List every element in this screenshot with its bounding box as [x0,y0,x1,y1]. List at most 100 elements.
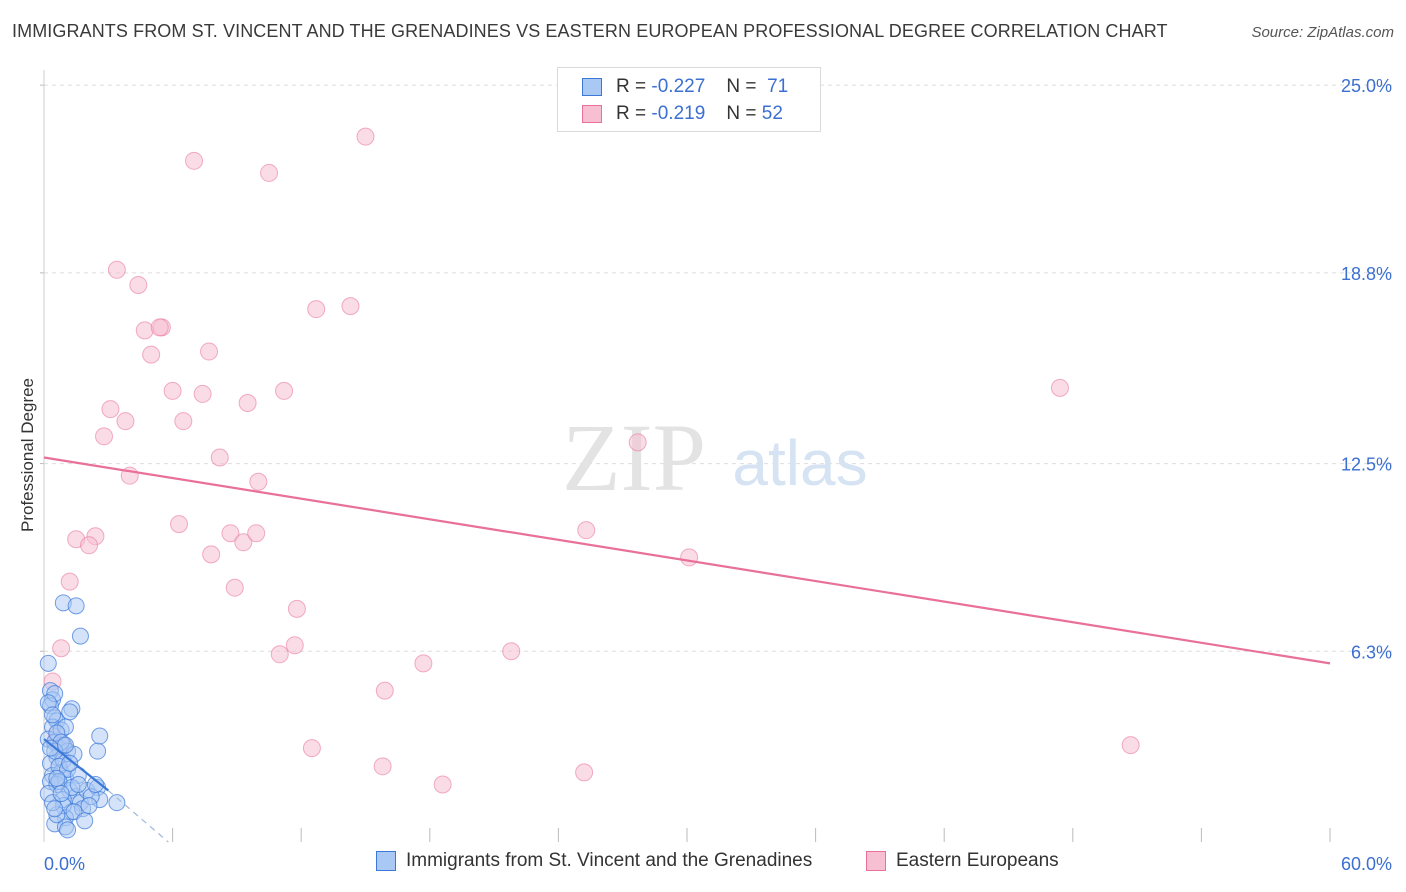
svg-immigrants-point [86,775,104,793]
legend-blue-label: Immigrants from St. Vincent and the Gren… [406,850,813,871]
y-tick-labels: 6.3% 12.5% 18.8% 25.0% [1341,76,1392,662]
watermark-zip: ZIP [562,404,706,511]
svg-immigrants-point [52,785,70,803]
eastern-europeans-point [502,642,521,661]
legend-blue-swatch [376,851,396,871]
pink-r-value: -0.219 [651,103,706,124]
eastern-europeans-point [433,775,452,794]
eastern-europeans-point [307,300,326,319]
eastern-europeans-point [287,599,306,618]
blue-r-value: -0.227 [651,76,706,97]
eastern-europeans-point [302,739,321,758]
svg-immigrants-point [71,627,89,645]
blue-r-label: R = [616,76,647,97]
stats-row-pink: R = -0.219 N = 52 [582,102,783,126]
svg-immigrants-point [56,736,74,754]
x-tick-label: 60.0% [1341,854,1392,874]
eastern-europeans-point [285,636,304,655]
svg-immigrants-point [91,727,109,745]
eastern-europeans-point [52,639,71,658]
stats-box: R = -0.227 N = 71 R = -0.219 N = 52 [557,67,821,132]
y-tick-label: 12.5% [1341,455,1392,475]
eastern-europeans-point [95,427,114,446]
eastern-europeans-point [249,472,268,491]
y-tick-label: 18.8% [1341,264,1392,284]
eastern-europeans-point [129,275,148,294]
eastern-europeans-point [107,260,126,279]
trend-lines [43,456,1331,843]
svg-immigrants-point [39,654,57,672]
eastern-europeans-point [150,318,169,337]
svg-immigrants-point [46,800,64,818]
svg-immigrants-point [76,812,94,830]
legend-item-pink[interactable]: Eastern Europeans [866,850,1059,872]
y-tick-label: 6.3% [1351,642,1392,662]
svg-immigrants-point [89,742,107,760]
pink-n-value: 52 [761,103,783,124]
watermark: ZIP atlas [562,404,868,511]
eastern-europeans-point [101,400,120,419]
eastern-europeans-point [225,578,244,597]
eastern-europeans-point [356,127,375,146]
svg-immigrants-trendline [43,738,109,792]
source-credit: Source: ZipAtlas.com [1251,24,1394,41]
blue-n-label: N = [726,76,757,97]
eastern-europeans-point [142,345,161,364]
eastern-europeans-trendline [43,456,1331,665]
x-tick-label: 0.0% [44,854,85,874]
svg-immigrants-point [69,775,87,793]
blue-n-value: 71 [767,76,789,97]
eastern-europeans-point [174,412,193,431]
eastern-europeans-point [680,548,699,567]
eastern-europeans-point [202,545,221,564]
eastern-europeans-point [163,381,182,400]
svg-immigrants-point [61,703,79,721]
eastern-europeans-point [628,433,647,452]
pink-swatch [582,105,602,123]
grid-lines [44,84,1392,652]
eastern-europeans-point [275,381,294,400]
eastern-europeans-point [341,297,360,316]
svg-immigrants-point [59,821,77,839]
eastern-europeans-point [193,384,212,403]
eastern-europeans-point [185,151,204,170]
svg-immigrants-point [80,797,98,815]
legend-pink-label: Eastern Europeans [896,850,1059,871]
eastern-europeans-point [414,654,433,673]
eastern-europeans-point [247,524,266,543]
legend: Immigrants from St. Vincent and the Gren… [0,850,1406,878]
eastern-europeans-point [238,394,257,413]
legend-pink-swatch [866,851,886,871]
svg-immigrants-point [61,754,79,772]
svg-immigrants-point [67,597,85,615]
eastern-europeans-point [270,645,289,664]
svg-immigrants-point [44,706,62,724]
eastern-europeans-point [135,321,154,340]
svg-immigrants-point [48,769,66,787]
y-axis-label: Professional Degree [18,377,37,533]
eastern-europeans-point [210,448,229,467]
legend-item-blue[interactable]: Immigrants from St. Vincent and the Gren… [376,850,812,872]
eastern-europeans-point [234,533,253,552]
pink-n-label: N = [726,103,757,124]
eastern-europeans-point [200,342,219,361]
eastern-europeans-point [170,515,189,534]
pink-r-label: R = [616,103,647,124]
svg-immigrants-trend-extension [107,790,169,843]
eastern-europeans-point [260,163,279,182]
axes [40,70,1331,842]
x-tick-labels: 0.0% 60.0% [44,854,1392,874]
y-tick-label: 25.0% [1341,76,1392,96]
chart-title: IMMIGRANTS FROM ST. VINCENT AND THE GREN… [12,21,1168,41]
eastern-europeans-point [1121,736,1140,755]
eastern-europeans-point [1050,378,1069,397]
eastern-europeans-point [221,524,240,543]
blue-swatch [582,78,602,96]
eastern-europeans-point [60,572,79,591]
eastern-europeans-point [373,757,392,776]
eastern-europeans-point [80,536,99,555]
eastern-europeans-point [375,681,394,700]
watermark-atlas: atlas [732,427,867,499]
stats-row-blue: R = -0.227 N = 71 [582,75,788,99]
